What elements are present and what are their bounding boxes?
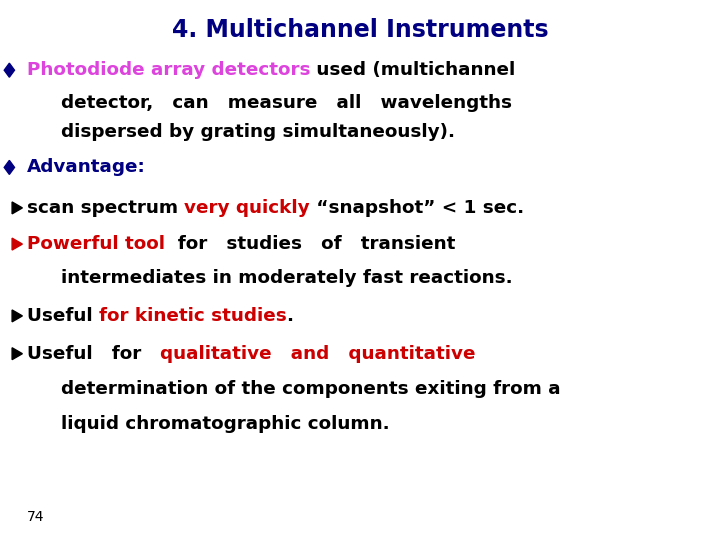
Text: very quickly: very quickly: [184, 199, 310, 217]
Text: Powerful tool: Powerful tool: [27, 235, 165, 253]
Text: detector,   can   measure   all   wavelengths: detector, can measure all wavelengths: [61, 93, 512, 112]
Text: Photodiode array detectors: Photodiode array detectors: [27, 61, 310, 79]
Polygon shape: [12, 348, 22, 360]
Text: Useful: Useful: [27, 307, 99, 325]
Text: qualitative   and   quantitative: qualitative and quantitative: [160, 345, 475, 363]
Text: Useful   for: Useful for: [27, 345, 160, 363]
Polygon shape: [12, 202, 22, 214]
Text: .: .: [287, 307, 293, 325]
Text: scan spectrum: scan spectrum: [27, 199, 184, 217]
Text: for   studies   of   transient: for studies of transient: [165, 235, 455, 253]
Text: for kinetic studies: for kinetic studies: [99, 307, 287, 325]
Text: dispersed by grating simultaneously).: dispersed by grating simultaneously).: [61, 123, 455, 141]
Text: Advantage:: Advantage:: [27, 158, 145, 177]
Polygon shape: [12, 310, 22, 322]
Text: liquid chromatographic column.: liquid chromatographic column.: [61, 415, 390, 433]
Text: used (multichannel: used (multichannel: [310, 61, 516, 79]
Polygon shape: [4, 160, 14, 174]
Text: 4. Multichannel Instruments: 4. Multichannel Instruments: [171, 18, 549, 42]
Text: determination of the components exiting from a: determination of the components exiting …: [61, 380, 561, 398]
Polygon shape: [4, 63, 14, 77]
Text: 74: 74: [27, 510, 45, 524]
Text: intermediates in moderately fast reactions.: intermediates in moderately fast reactio…: [61, 269, 513, 287]
Polygon shape: [12, 238, 22, 250]
Text: “snapshot” < 1 sec.: “snapshot” < 1 sec.: [310, 199, 524, 217]
